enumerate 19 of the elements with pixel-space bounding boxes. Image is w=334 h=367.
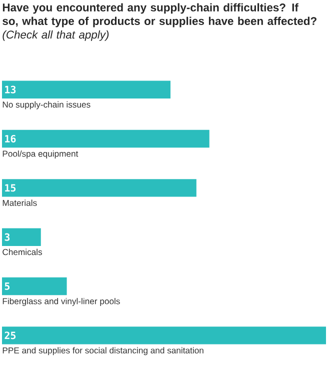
bar bbox=[2, 179, 196, 197]
data-label: 15 bbox=[5, 184, 16, 192]
y-tick-label: Materials bbox=[2, 200, 37, 206]
y-tick-label: PPE and supplies for social distancing and sanitation bbox=[2, 347, 204, 356]
data-label: 16 bbox=[5, 134, 16, 143]
bar bbox=[2, 130, 210, 148]
data-label: 13 bbox=[5, 86, 16, 94]
y-tick-label: Chemicals bbox=[2, 248, 42, 256]
y-tick-label: No supply-chain issues bbox=[2, 101, 90, 110]
y-tick-label: Fiberglass and vinyl-liner pools bbox=[2, 298, 120, 306]
data-label: 5 bbox=[4, 282, 10, 290]
bar bbox=[2, 277, 67, 296]
bar bbox=[2, 326, 326, 344]
data-label: 25 bbox=[4, 332, 16, 340]
bar bbox=[2, 80, 170, 98]
bar bbox=[2, 228, 41, 246]
data-label: 3 bbox=[4, 233, 10, 241]
y-tick-label: Pool/spa equipment bbox=[2, 150, 78, 158]
chart-title: Have you encountered any supply-chain difficulties? If so, what type of products or supplies have been affected? (Check all that apply) bbox=[2, 3, 316, 41]
